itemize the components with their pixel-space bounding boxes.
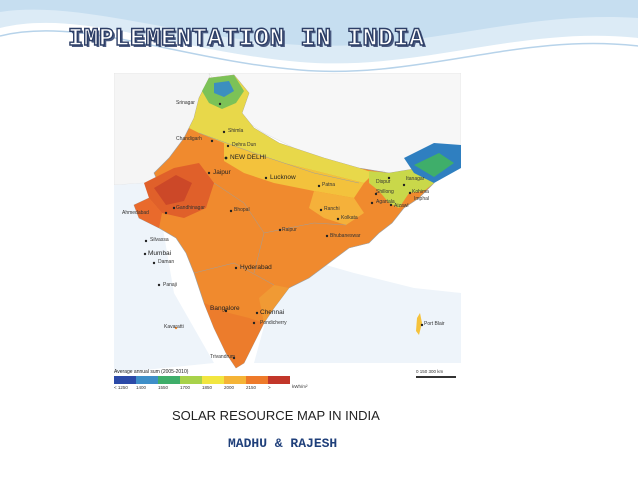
city-label-portblair: Port Blair bbox=[424, 321, 445, 327]
city-label-pondicherry: Pondicherry bbox=[260, 320, 287, 326]
legend-ticks: < 1250 1400 1550 1700 1850 2000 2150 > bbox=[114, 385, 290, 390]
legend-swatch bbox=[180, 376, 202, 384]
city-label-ranchi: Ranchi bbox=[324, 206, 340, 212]
city-label-chandigarh: Chandigarh bbox=[176, 136, 202, 142]
legend-tick: 1700 bbox=[180, 385, 191, 390]
city-label-trivandrum: Trivandrum bbox=[210, 354, 236, 360]
legend-tick: 1550 bbox=[158, 385, 169, 390]
legend-swatch bbox=[268, 376, 290, 384]
city-label-aizawl: Aizawl bbox=[394, 203, 409, 209]
legend-swatch bbox=[224, 376, 246, 384]
city-label-hyderabad: Hyderabad bbox=[240, 264, 272, 271]
city-label-shimla: Shimla bbox=[228, 128, 244, 134]
legend-tick: 1850 bbox=[202, 385, 213, 390]
map-caption: SOLAR RESOURCE MAP IN INDIA bbox=[172, 408, 380, 423]
city-label-newdelhi: NEW DELHI bbox=[230, 154, 267, 161]
legend-swatch bbox=[158, 376, 180, 384]
legend-swatch bbox=[136, 376, 158, 384]
city-label-silvassa: Silvassa bbox=[150, 237, 169, 243]
legend-tick: 2000 bbox=[224, 385, 235, 390]
city-label-dehradun: Dehra Dun bbox=[232, 142, 257, 148]
city-label-daman: Daman bbox=[158, 259, 175, 265]
city-label-imphal: Imphal bbox=[414, 196, 430, 202]
city-label-kohima: Kohima bbox=[412, 189, 429, 195]
legend-swatch bbox=[202, 376, 224, 384]
authors: MADHU & RAJESH bbox=[228, 436, 338, 451]
city-label-dispur: Dispur bbox=[376, 179, 391, 185]
city-label-panaji: Panaji bbox=[163, 282, 177, 288]
city-label-srinagar: Srinagar bbox=[176, 100, 195, 106]
solar-resource-map: Srinagar Shimla Chandigarh Dehra Dun NEW… bbox=[114, 73, 461, 391]
legend-tick: 2150 bbox=[246, 385, 257, 390]
city-label-shillong: Shillong bbox=[376, 189, 394, 195]
city-label-lucknow: Lucknow bbox=[270, 174, 296, 181]
legend-title: Average annual sum (2005-2010) bbox=[114, 369, 189, 375]
map-scale-label: 0 150 300 km bbox=[416, 369, 444, 374]
legend-tick: > bbox=[268, 385, 271, 390]
legend-tick: 1400 bbox=[136, 385, 147, 390]
city-label-jaipur: Jaipur bbox=[213, 169, 231, 176]
city-label-ahmedabad: Ahmedabad bbox=[122, 210, 149, 216]
city-label-mumbai: Mumbai bbox=[148, 250, 172, 257]
city-label-raipur: Raipur bbox=[282, 227, 297, 233]
slide-title: IMPLEMENTATION IN INDIA bbox=[67, 23, 425, 53]
legend-unit: kWh/m² bbox=[292, 384, 308, 389]
city-label-agartala: Agartala bbox=[376, 199, 395, 205]
city-label-bhopal: Bhopal bbox=[234, 207, 250, 213]
map-scale-bar bbox=[416, 376, 456, 378]
city-label-kolkata: Kolkata bbox=[341, 215, 358, 221]
city-label-kavaratti: Kavaratti bbox=[164, 324, 184, 330]
city-label-bangalore: Bangalore bbox=[210, 305, 240, 312]
legend-color-bar bbox=[114, 376, 290, 384]
city-label-itanagar: Itanagar bbox=[406, 176, 425, 182]
map-graphic bbox=[114, 73, 461, 391]
city-label-patna: Patna bbox=[322, 182, 336, 188]
legend-swatch bbox=[114, 376, 136, 384]
city-label-gandhinagar: Gandhinagar bbox=[176, 205, 205, 211]
legend-tick: < 1250 bbox=[114, 385, 128, 390]
legend-swatch bbox=[246, 376, 268, 384]
city-label-bhubaneswar: Bhubaneswar bbox=[330, 233, 361, 239]
city-label-chennai: Chennai bbox=[260, 309, 285, 316]
